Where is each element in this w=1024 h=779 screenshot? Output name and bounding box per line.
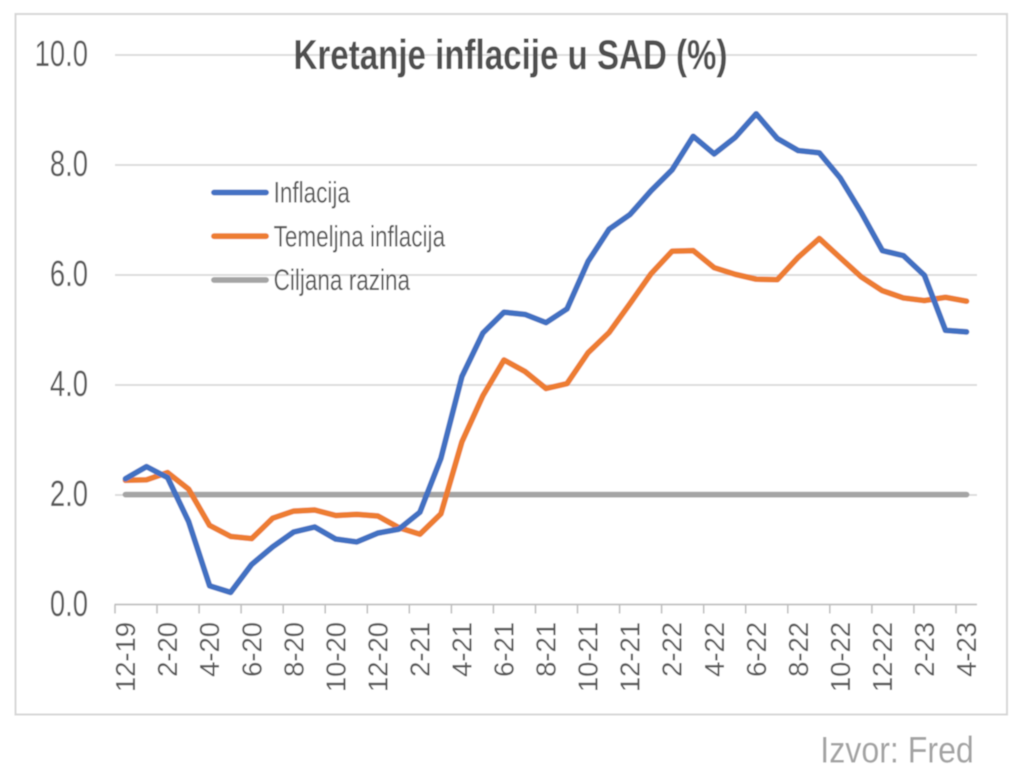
svg-text:6-22: 6-22 [741, 622, 772, 677]
svg-text:4-21: 4-21 [446, 622, 477, 677]
svg-text:2-23: 2-23 [909, 622, 940, 677]
svg-text:2-22: 2-22 [656, 622, 687, 677]
svg-text:6-21: 6-21 [488, 622, 519, 677]
svg-text:Kretanje inflacije u SAD (%): Kretanje inflacije u SAD (%) [294, 31, 728, 78]
svg-text:Inflacija: Inflacija [274, 176, 351, 210]
svg-text:2-21: 2-21 [404, 622, 435, 677]
svg-text:0.0: 0.0 [50, 583, 88, 624]
svg-text:2.0: 2.0 [50, 473, 88, 514]
svg-text:8-21: 8-21 [530, 622, 561, 677]
svg-text:4-20: 4-20 [194, 622, 225, 677]
svg-text:8.0: 8.0 [50, 143, 88, 184]
svg-text:8-20: 8-20 [278, 622, 309, 677]
svg-text:Ciljana razina: Ciljana razina [274, 263, 411, 297]
svg-text:4.0: 4.0 [50, 363, 88, 404]
svg-text:10.0: 10.0 [35, 33, 88, 74]
svg-text:Izvor: Fred: Izvor: Fred [820, 729, 974, 771]
svg-text:12-22: 12-22 [867, 622, 898, 692]
svg-text:8-22: 8-22 [783, 622, 814, 677]
svg-text:2-20: 2-20 [152, 622, 183, 677]
svg-text:10-22: 10-22 [825, 622, 856, 692]
svg-text:6.0: 6.0 [50, 253, 88, 294]
svg-text:12-20: 12-20 [362, 622, 393, 692]
svg-text:10-20: 10-20 [320, 622, 351, 692]
svg-text:10-21: 10-21 [572, 622, 603, 692]
svg-text:4-22: 4-22 [699, 622, 730, 677]
svg-text:4-23: 4-23 [951, 622, 982, 677]
svg-text:Temeljna inflacija: Temeljna inflacija [274, 219, 446, 253]
svg-text:12-21: 12-21 [614, 622, 645, 692]
svg-text:6-20: 6-20 [236, 622, 267, 677]
svg-text:12-19: 12-19 [110, 622, 141, 692]
